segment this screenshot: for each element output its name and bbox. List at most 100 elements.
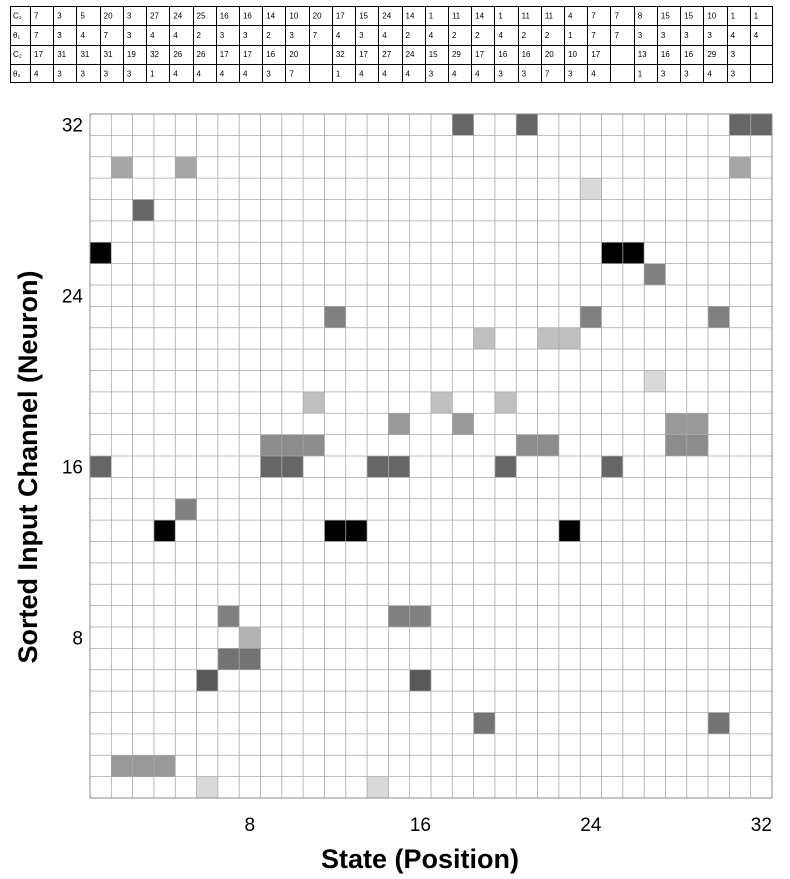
table-cell: 4 xyxy=(220,69,225,78)
heatmap-cell xyxy=(196,776,218,798)
table-cell: 4 xyxy=(591,69,596,78)
table-cell: 16 xyxy=(661,50,670,59)
table-row-label: C₂ xyxy=(13,50,22,59)
heatmap-cell xyxy=(580,306,602,328)
table-cell: 3 xyxy=(220,31,225,40)
table-cell: 4 xyxy=(475,69,480,78)
x-tick-label: 8 xyxy=(245,815,256,836)
heatmap-cell xyxy=(494,456,517,478)
heatmap-cell xyxy=(175,156,197,179)
table-cell: 4 xyxy=(429,31,434,40)
table-cell: 7 xyxy=(34,31,39,40)
table-cell: 1 xyxy=(429,12,434,21)
table-cell: 3 xyxy=(266,69,271,78)
table-cell: 3 xyxy=(127,31,132,40)
table-cell: 4 xyxy=(173,31,178,40)
y-axis-title: Sorted Input Channel (Neuron) xyxy=(13,271,43,664)
table-cell: 15 xyxy=(359,12,368,21)
table-cell: 2 xyxy=(452,31,457,40)
heatmap-cell xyxy=(345,520,368,542)
table-cell: 29 xyxy=(452,50,461,59)
heatmap-cell xyxy=(324,306,346,328)
heatmap-cell xyxy=(111,755,133,777)
table-cell: 32 xyxy=(336,50,345,59)
heatmap-cell xyxy=(750,114,772,136)
heatmap-cell xyxy=(239,627,261,649)
table-cell: 4 xyxy=(406,69,411,78)
table-cell: 3 xyxy=(661,69,666,78)
table-cell: 31 xyxy=(104,50,113,59)
table-cell: 7 xyxy=(289,69,294,78)
table-cell: 20 xyxy=(313,12,322,21)
heatmap-cell xyxy=(516,114,538,136)
table-cell: 4 xyxy=(707,69,712,78)
table-cell: 20 xyxy=(104,12,113,21)
table-cell: 5 xyxy=(80,12,85,21)
heatmap-cell xyxy=(537,327,559,350)
y-tick-label: 24 xyxy=(62,287,84,308)
table-cell: 27 xyxy=(150,12,159,21)
heatmap-cell xyxy=(452,413,474,435)
heatmap-cell xyxy=(686,413,709,435)
table-cell: 17 xyxy=(336,12,345,21)
heatmap-cell xyxy=(303,391,325,414)
table-cell: 15 xyxy=(429,50,438,59)
table-cell: 16 xyxy=(243,12,252,21)
heatmap-cell xyxy=(665,434,687,456)
heatmap-cell xyxy=(601,456,623,478)
table-cell: 16 xyxy=(522,50,531,59)
heatmap-cell xyxy=(388,456,410,478)
table-cell: 2 xyxy=(475,31,480,40)
heatmap-cell xyxy=(494,391,517,414)
table-cell: 7 xyxy=(313,31,318,40)
table-cell: 3 xyxy=(289,31,294,40)
x-axis-title: State (Position) xyxy=(321,844,519,874)
table-cell: 7 xyxy=(104,31,109,40)
table-cell: 26 xyxy=(173,50,182,59)
table-cell: 3 xyxy=(661,31,666,40)
heatmap-cell xyxy=(217,605,240,627)
table-cell: 3 xyxy=(57,69,62,78)
table-cell: 24 xyxy=(382,12,391,21)
heatmap-cell xyxy=(409,669,431,692)
heatmap-cell xyxy=(239,648,261,670)
table-cell: 3 xyxy=(104,69,109,78)
heatmap-cell xyxy=(90,456,112,478)
table-cell: 4 xyxy=(34,69,39,78)
table-cell: 2 xyxy=(545,31,550,40)
table-cell: 16 xyxy=(266,50,275,59)
y-tick-label: 8 xyxy=(72,629,83,650)
heatmap-cell xyxy=(644,263,666,285)
table-cell: 4 xyxy=(452,69,457,78)
table-cell: 2 xyxy=(197,31,202,40)
heatmap-cell xyxy=(260,434,282,456)
heatmap-cell xyxy=(452,114,474,136)
table-cell: 4 xyxy=(498,31,503,40)
table-cell: 16 xyxy=(220,12,229,21)
table-cell: 32 xyxy=(150,50,159,59)
table-cell: 4 xyxy=(754,31,759,40)
table-cell: 26 xyxy=(197,50,206,59)
heatmap-cell xyxy=(580,178,602,200)
table-cell: 11 xyxy=(545,12,554,21)
table-cell: 4 xyxy=(197,69,202,78)
table-cell: 8 xyxy=(638,12,643,21)
heatmap-cell xyxy=(644,370,666,392)
table-cell: 17 xyxy=(34,50,43,59)
table-cell: 10 xyxy=(568,50,577,59)
heatmap-cell xyxy=(175,498,197,521)
plot-frame xyxy=(89,113,773,799)
table-cell: 1 xyxy=(754,12,759,21)
table-cell: 17 xyxy=(591,50,600,59)
table-cell: 7 xyxy=(545,69,550,78)
heatmap-cell xyxy=(132,755,154,777)
table-cell: 11 xyxy=(452,12,461,21)
table-cell: 14 xyxy=(475,12,484,21)
heatmap-cell xyxy=(558,520,581,542)
table-cell: 3 xyxy=(127,12,132,21)
heatmap-cell xyxy=(708,712,730,734)
heatmap-cell xyxy=(473,712,495,734)
heatmap-cell xyxy=(409,605,431,627)
table-cell: 24 xyxy=(406,50,415,59)
